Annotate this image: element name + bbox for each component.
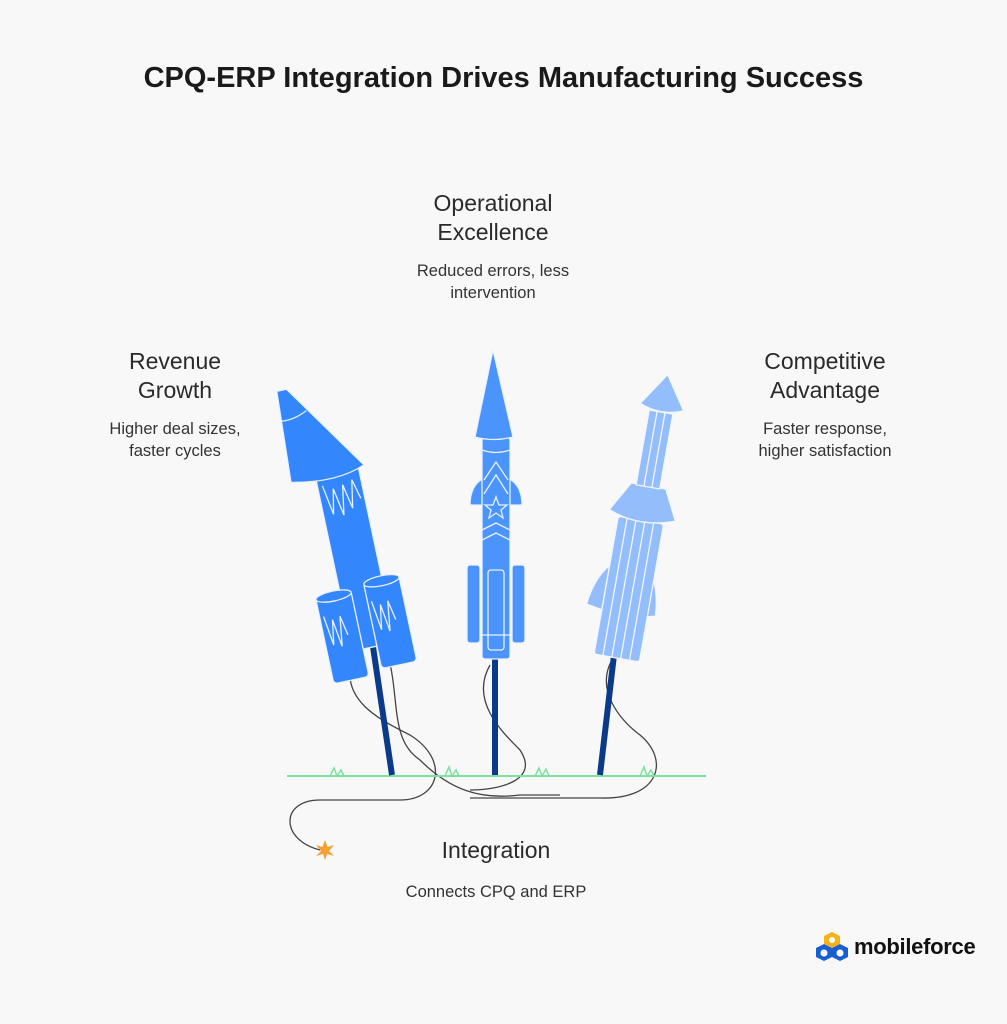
heading-line: Competitive xyxy=(764,348,886,374)
desc-line: Reduced errors, less xyxy=(416,262,570,280)
spark-icon xyxy=(316,840,334,860)
logo-text: mobileforce xyxy=(854,934,976,959)
mobileforce-logo: mobileforce xyxy=(814,930,976,964)
label-competitive-advantage: Competitive Advantage Faster response, hig… xyxy=(720,347,930,462)
label-operational-excellence: Operational Excellence Reduced errors, le… xyxy=(393,189,593,304)
page-title: CPQ-ERP Integration Drives Manufacturing… xyxy=(143,62,864,94)
rocket-competitive-advantage xyxy=(585,373,685,663)
desc-line: intervention xyxy=(450,284,536,302)
desc-line: Connects CPQ and ERP xyxy=(405,883,587,901)
grass-tufts xyxy=(329,764,655,778)
heading-line: Revenue xyxy=(128,348,222,374)
logo-hexagons-icon xyxy=(816,932,848,961)
rocket-operational-excellence xyxy=(466,349,526,660)
rocket-revenue-growth xyxy=(276,388,417,684)
desc-line: higher satisfaction xyxy=(758,442,892,460)
heading-line: Operational xyxy=(433,190,553,216)
label-integration: Integration Connects CPQ and ERP xyxy=(370,836,622,903)
rocket-sticks xyxy=(369,639,617,776)
heading-line: Excellence xyxy=(437,219,549,245)
desc-line: Higher deal sizes, xyxy=(109,420,241,438)
desc-line: Faster response, xyxy=(763,420,887,438)
desc-line: faster cycles xyxy=(129,442,221,460)
heading-line: Integration xyxy=(441,837,551,863)
heading-line: Growth xyxy=(137,377,213,403)
heading-line: Advantage xyxy=(770,377,880,403)
label-revenue-growth: Revenue Growth Higher deal sizes, faster c… xyxy=(60,347,290,462)
